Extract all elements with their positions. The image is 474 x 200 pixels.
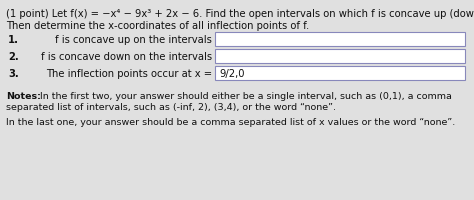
Text: 1.: 1. [8, 35, 19, 45]
Text: separated list of intervals, such as (-inf, 2), (3,4), or the word “none”.: separated list of intervals, such as (-i… [6, 102, 336, 111]
Text: In the last one, your answer should be a comma separated list of x values or the: In the last one, your answer should be a… [6, 117, 455, 126]
FancyBboxPatch shape [215, 50, 465, 64]
FancyBboxPatch shape [215, 33, 465, 47]
Text: f is concave down on the intervals: f is concave down on the intervals [41, 52, 212, 62]
Text: f is concave up on the intervals: f is concave up on the intervals [55, 35, 212, 45]
Text: (1 point) Let f(x) = −x⁴ − 9x³ + 2x − 6. Find the open intervals on which f is c: (1 point) Let f(x) = −x⁴ − 9x³ + 2x − 6.… [6, 9, 474, 19]
Text: In the first two, your answer should either be a single interval, such as (0,1),: In the first two, your answer should eit… [37, 92, 452, 100]
Text: 2.: 2. [8, 52, 19, 62]
Text: 3.: 3. [8, 69, 19, 79]
Text: Notes:: Notes: [6, 92, 41, 100]
Text: 9/2,0: 9/2,0 [219, 69, 245, 79]
Text: The inflection points occur at x =: The inflection points occur at x = [46, 69, 212, 79]
FancyBboxPatch shape [215, 67, 465, 81]
Text: Then determine the x-coordinates of all inflection points of f.: Then determine the x-coordinates of all … [6, 21, 309, 31]
